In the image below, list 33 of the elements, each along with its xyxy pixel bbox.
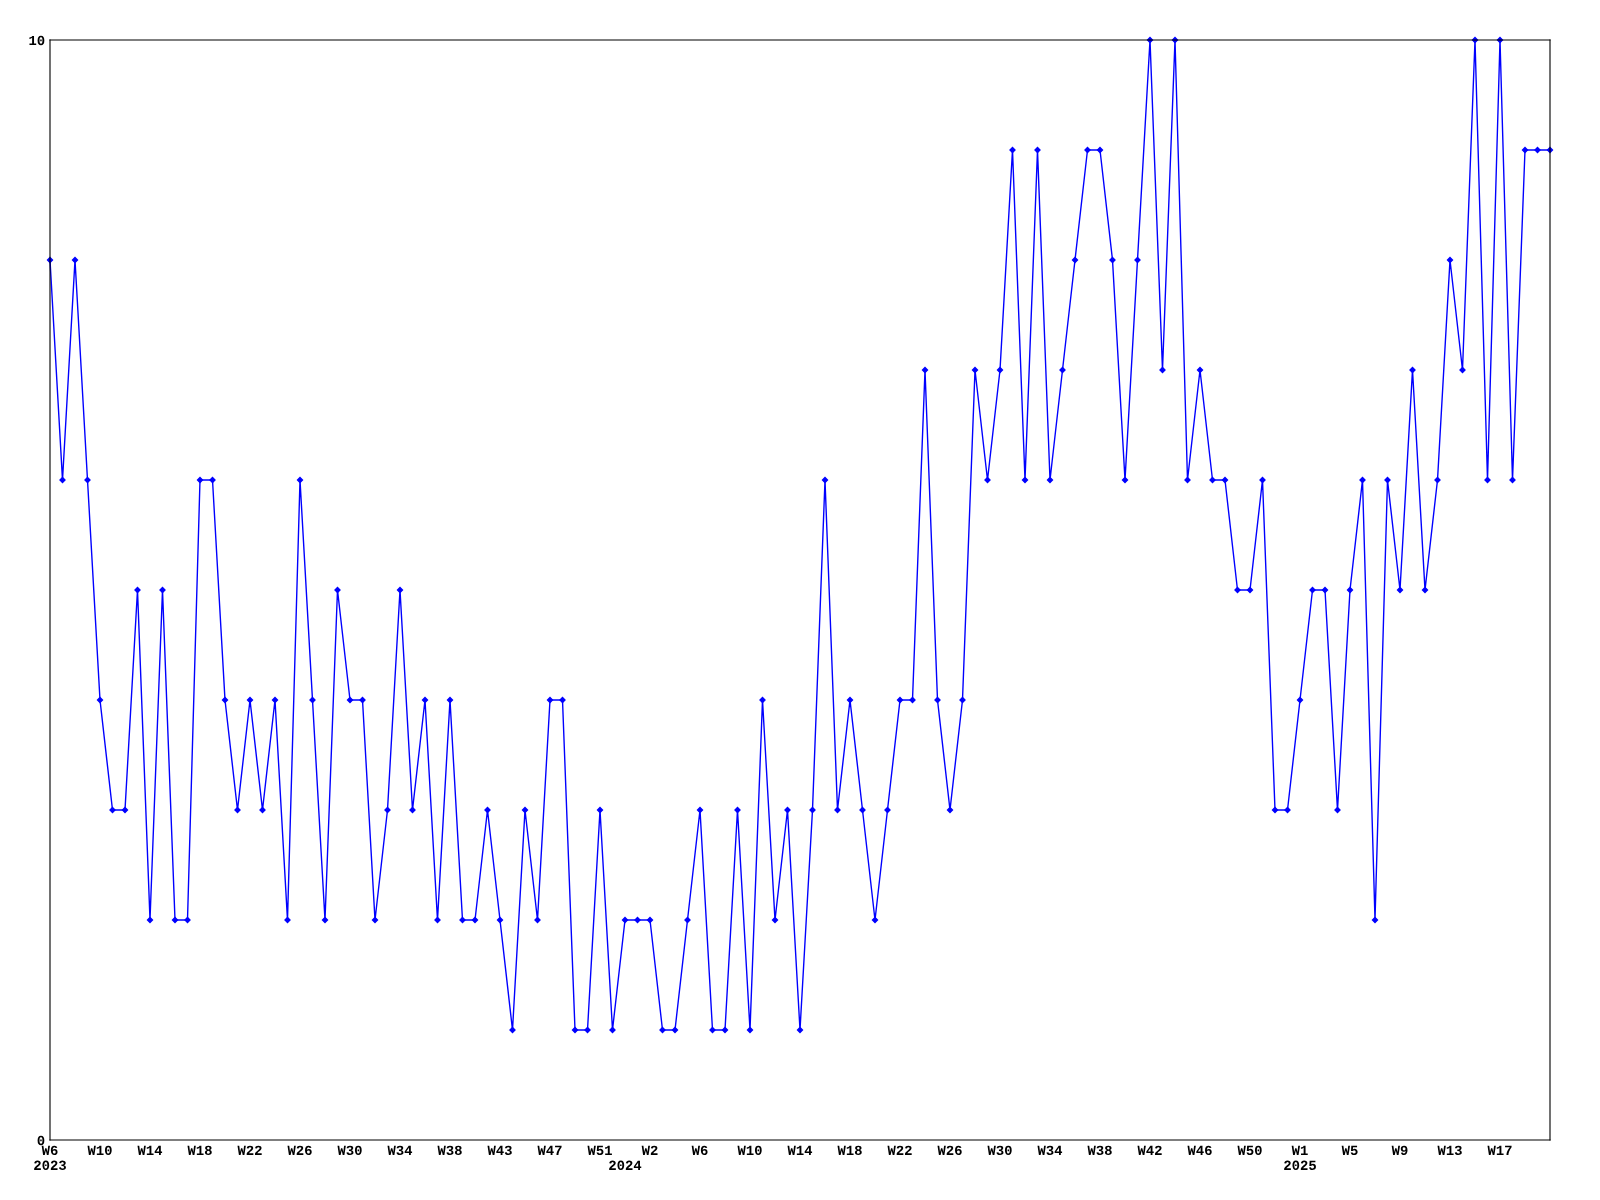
x-tick-label: W1 2025 <box>1284 1145 1316 1171</box>
x-tick-label: W50 <box>1237 1145 1262 1156</box>
x-tick-label: W26 <box>937 1145 962 1156</box>
x-tick-label: W18 <box>187 1145 212 1156</box>
x-tick-label: 2024 <box>609 1160 642 1171</box>
x-tick-label: W5 <box>1341 1145 1358 1156</box>
y-tick-label: 10 <box>29 35 45 46</box>
x-tick-label: W22 <box>237 1145 262 1155</box>
y-tick-label: 0 <box>37 1135 45 1146</box>
x-tick-label: W14 <box>137 1145 163 1155</box>
x-tick-label: W34 <box>387 1145 413 1156</box>
x-tick-label: W26 <box>287 1145 312 1156</box>
x-tick-label: W10 <box>737 1145 762 1156</box>
x-tick-label: W47 <box>537 1145 562 1155</box>
x-tick-label: W2 <box>641 1145 658 1155</box>
x-tick-label: W30 <box>987 1145 1012 1156</box>
x-tick-label: W42 <box>1137 1145 1162 1155</box>
x-tick-label: W30 <box>337 1145 362 1156</box>
x-tick-label: W43 <box>487 1145 512 1156</box>
x-tick-label: W46 <box>1187 1145 1212 1156</box>
x-tick-label: W14 <box>787 1145 813 1155</box>
x-tick-label: W13 <box>1437 1145 1462 1156</box>
x-tick-label: W9 <box>1391 1145 1408 1156</box>
x-tick-label: W6 2023 <box>34 1145 66 1171</box>
x-tick-label: W34 <box>1037 1145 1063 1156</box>
x-tick-label: W6 <box>691 1145 708 1156</box>
x-tick-label: W51 <box>587 1145 612 1156</box>
x-tick-label: W17 <box>1487 1145 1512 1155</box>
x-tick-label: W38 <box>1087 1145 1112 1156</box>
x-tick-label: W18 <box>837 1145 862 1156</box>
x-tick-label: W38 <box>437 1145 462 1156</box>
x-tick-label: W22 <box>887 1145 912 1155</box>
x-tick-label: W10 <box>87 1145 112 1156</box>
